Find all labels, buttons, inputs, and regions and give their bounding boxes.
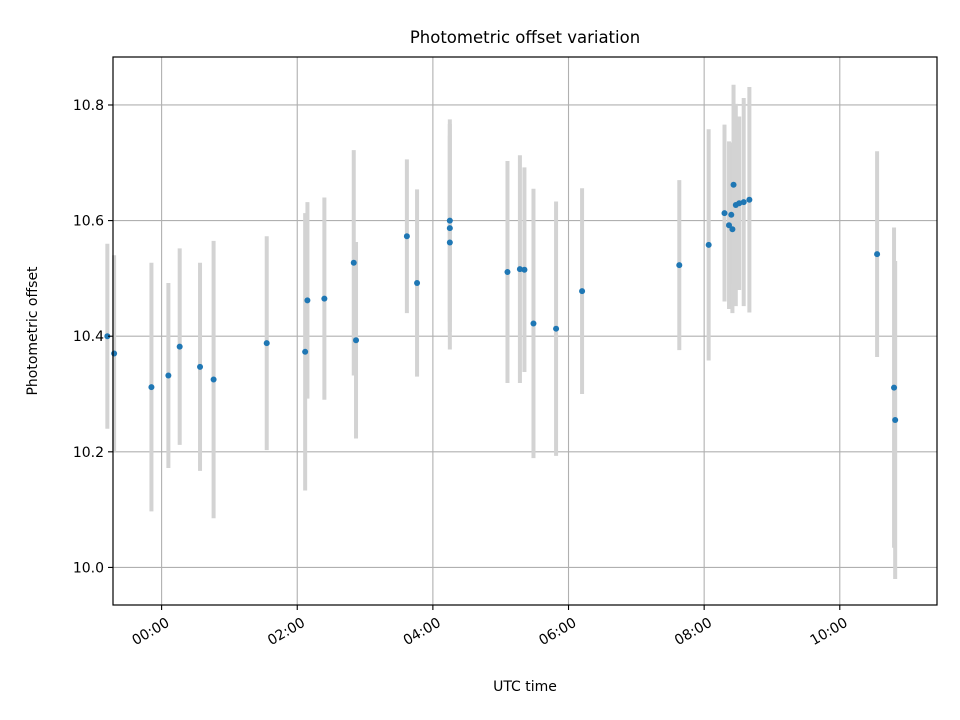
y-tick-label: 10.2 <box>73 445 104 461</box>
data-point <box>197 363 204 370</box>
data-point <box>414 280 421 287</box>
data-point <box>516 266 523 273</box>
y-axis-ticks: 10.0 10.2 10.4 10.6 10.8 <box>73 98 113 576</box>
data-point <box>148 384 155 391</box>
data-point <box>263 340 270 347</box>
data-point <box>304 297 311 304</box>
data-point <box>504 269 511 276</box>
chart-title: Photometric offset variation <box>410 28 640 47</box>
data-point <box>553 325 560 332</box>
y-tick-label: 10.8 <box>73 98 104 114</box>
data-point <box>726 222 733 229</box>
data-point <box>740 199 747 206</box>
data-point <box>353 337 360 344</box>
y-tick-label: 10.0 <box>73 560 104 576</box>
data-point <box>321 295 328 302</box>
data-point <box>874 251 881 258</box>
data-point <box>302 348 309 355</box>
data-point <box>676 262 683 269</box>
data-points <box>104 181 899 424</box>
x-axis-label: UTC time <box>493 679 557 695</box>
data-point <box>104 333 111 340</box>
data-point <box>176 343 183 350</box>
data-point <box>705 241 712 248</box>
data-point <box>746 196 753 203</box>
data-point <box>350 259 357 266</box>
data-point <box>579 288 586 295</box>
data-point <box>521 266 528 273</box>
data-point <box>721 210 728 217</box>
data-point <box>446 225 453 232</box>
y-axis-label: Photometric offset <box>25 266 41 396</box>
plot-frame <box>112 56 938 606</box>
y-tick-label: 10.6 <box>73 214 104 230</box>
data-point <box>891 384 898 391</box>
data-point <box>530 320 537 327</box>
data-point <box>165 372 172 379</box>
data-point <box>210 376 217 383</box>
y-tick-label: 10.4 <box>73 329 104 345</box>
data-point <box>403 233 410 240</box>
data-point <box>736 200 743 207</box>
data-point <box>446 239 453 246</box>
data-point <box>728 211 735 218</box>
data-point <box>730 181 737 188</box>
data-point <box>446 217 453 224</box>
data-point <box>729 226 736 233</box>
data-point <box>892 417 899 424</box>
data-point <box>111 350 118 357</box>
